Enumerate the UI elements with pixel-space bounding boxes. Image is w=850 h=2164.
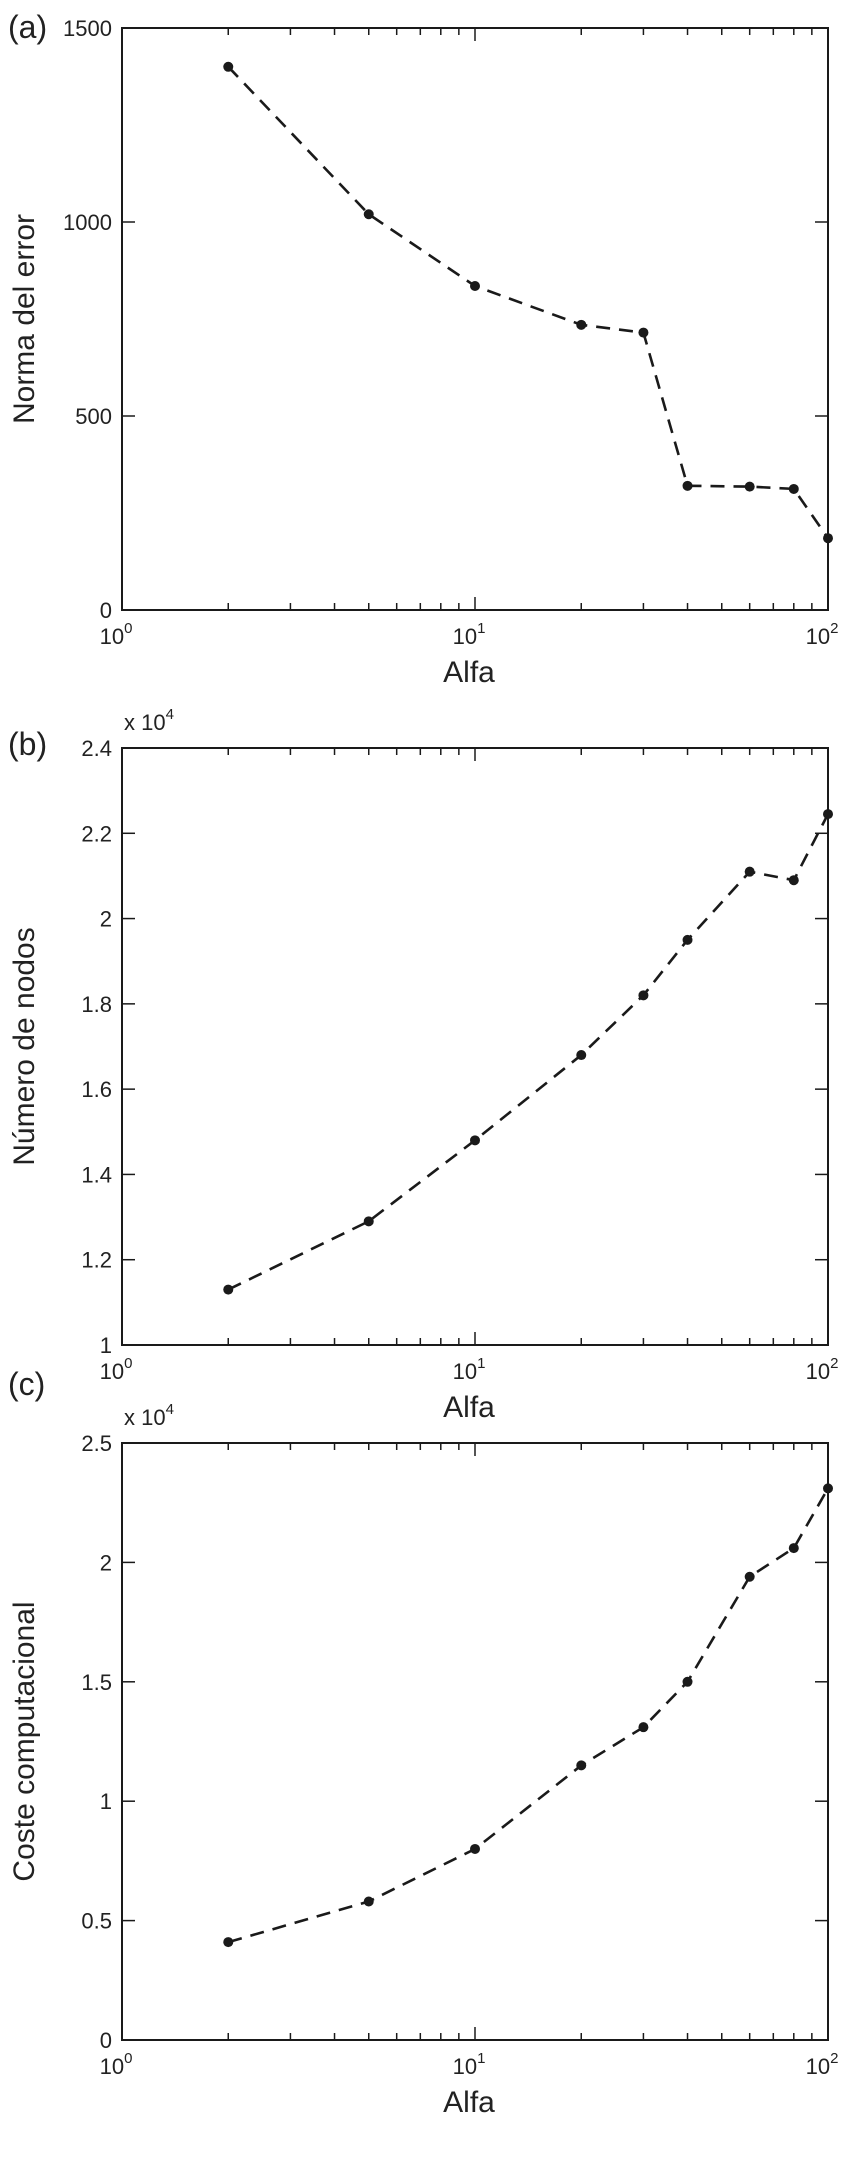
x-tick-base: 10 <box>806 1359 830 1384</box>
y-multiplier: x 104 <box>124 1401 174 1430</box>
y-tick-label: 1.6 <box>81 1077 112 1102</box>
data-point <box>682 934 693 945</box>
y-tick-label: 2 <box>100 1550 112 1575</box>
x-tick-base: 10 <box>806 624 830 649</box>
y-tick-label: 0 <box>100 598 112 623</box>
panel-label: (c) <box>8 1366 45 1402</box>
x-tick-exponent: 2 <box>830 620 838 637</box>
y-tick-label: 1.2 <box>81 1248 112 1273</box>
x-tick-exponent: 1 <box>477 1355 485 1372</box>
data-point <box>744 481 755 492</box>
x-tick-base: 10 <box>453 2054 477 2079</box>
y-axis-label: Número de nodos <box>8 927 41 1165</box>
data-point <box>788 483 799 494</box>
data-point <box>788 1543 799 1554</box>
x-tick-exponent: 0 <box>124 1355 132 1372</box>
x-tick-label: 102 <box>806 620 839 649</box>
y-tick-label: 1 <box>100 1333 112 1358</box>
y-tick-label: 1.8 <box>81 992 112 1017</box>
y-tick-label: 2.4 <box>81 736 112 761</box>
data-point <box>223 1937 234 1948</box>
panel-label: (b) <box>8 726 47 762</box>
y-tick-label: 1.5 <box>81 1670 112 1695</box>
data-point <box>638 990 649 1001</box>
x-tick-label: 102 <box>806 1355 839 1384</box>
series-line <box>227 813 830 1291</box>
data-point <box>470 281 480 292</box>
data-point <box>363 1896 374 1907</box>
y-multiplier-exponent: 4 <box>166 1401 174 1418</box>
x-tick-label: 101 <box>453 620 486 649</box>
data-point <box>576 1760 587 1771</box>
x-tick-exponent: 1 <box>477 2050 485 2067</box>
y-multiplier: x 104 <box>124 706 174 735</box>
series-line <box>227 1487 830 1944</box>
plot-frame <box>121 1442 829 2041</box>
y-tick-label: 1500 <box>63 16 112 41</box>
data-point <box>823 533 833 544</box>
x-tick-base: 10 <box>100 624 124 649</box>
data-point <box>470 1843 480 1854</box>
y-tick-label: 2 <box>100 907 112 932</box>
x-tick-base: 10 <box>453 624 477 649</box>
x-tick-base: 10 <box>100 2054 124 2079</box>
data-point <box>823 1483 833 1494</box>
y-tick-label: 0.5 <box>81 1909 112 1934</box>
data-point <box>223 61 234 72</box>
y-multiplier-base: x 10 <box>124 710 166 735</box>
x-tick-exponent: 0 <box>124 2050 132 2067</box>
x-axis-label: Alfa <box>443 656 495 689</box>
data-point <box>823 809 833 820</box>
x-tick-exponent: 0 <box>124 620 132 637</box>
x-tick-exponent: 2 <box>830 2050 838 2067</box>
y-multiplier-base: x 10 <box>124 1405 166 1430</box>
x-tick-exponent: 2 <box>830 1355 838 1372</box>
data-point <box>638 327 649 338</box>
x-tick-exponent: 1 <box>477 620 485 637</box>
y-tick-label: 2.2 <box>81 821 112 846</box>
data-point <box>744 1571 755 1582</box>
x-tick-label: 100 <box>100 1355 133 1384</box>
x-tick-label: 100 <box>100 2050 133 2079</box>
x-axis-label: Alfa <box>443 1391 495 1424</box>
y-axis-label: Coste computacional <box>8 1601 41 1881</box>
data-point <box>363 209 374 220</box>
y-tick-label: 1.4 <box>81 1162 112 1187</box>
x-tick-label: 101 <box>453 1355 486 1384</box>
y-tick-label: 0 <box>100 2028 112 2053</box>
y-tick-label: 1 <box>100 1789 112 1814</box>
data-point <box>638 1722 649 1733</box>
data-point <box>788 875 799 886</box>
x-tick-base: 10 <box>806 2054 830 2079</box>
data-point <box>576 1050 587 1061</box>
data-point <box>470 1135 480 1146</box>
x-tick-label: 101 <box>453 2050 486 2079</box>
panel-label: (a) <box>8 9 47 45</box>
series-line <box>227 65 830 539</box>
plot-frame <box>121 747 829 1346</box>
data-point <box>744 866 755 877</box>
y-tick-label: 500 <box>75 404 112 429</box>
y-axis-label: Norma del error <box>8 214 41 424</box>
x-tick-label: 102 <box>806 2050 839 2079</box>
data-point <box>576 319 587 330</box>
data-point <box>682 1676 693 1687</box>
y-multiplier-exponent: 4 <box>166 706 174 723</box>
y-tick-label: 2.5 <box>81 1431 112 1456</box>
x-axis-label: Alfa <box>443 2086 495 2119</box>
data-point <box>223 1284 234 1295</box>
data-point <box>363 1216 374 1227</box>
x-tick-base: 10 <box>453 1359 477 1384</box>
x-tick-base: 10 <box>100 1359 124 1384</box>
plot-frame <box>121 27 829 611</box>
data-point <box>682 480 693 491</box>
y-tick-label: 1000 <box>63 210 112 235</box>
x-tick-label: 100 <box>100 620 133 649</box>
